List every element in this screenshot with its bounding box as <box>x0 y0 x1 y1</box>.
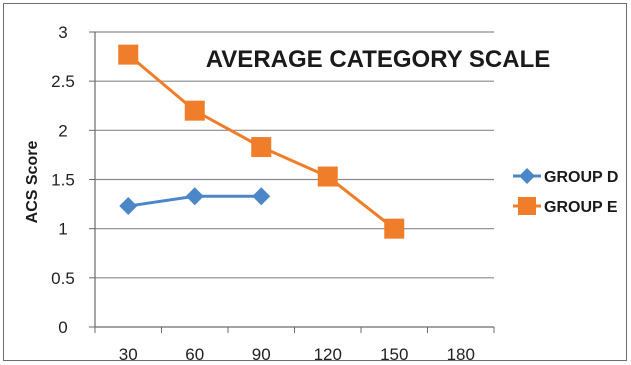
y-tick-label: 1 <box>58 220 67 239</box>
x-tick-label: 120 <box>314 345 342 364</box>
x-tick-labels: 30 60 90 120 150 180 <box>119 345 475 364</box>
y-tick-label: 0 <box>58 318 67 337</box>
series-group-e <box>118 44 405 239</box>
legend: GROUP D GROUP E <box>513 168 618 216</box>
data-point-square <box>118 44 139 65</box>
chart-title: AVERAGE CATEGORY SCALE <box>206 46 550 73</box>
data-point-diamond <box>185 187 204 206</box>
data-point-square <box>251 137 272 158</box>
x-tick-label: 180 <box>447 345 475 364</box>
legend-marker-diamond <box>519 168 535 184</box>
y-axis-label: ACS Score <box>24 141 41 224</box>
data-point-square <box>384 218 405 239</box>
legend-item: GROUP E <box>513 197 618 216</box>
x-tick-label: 90 <box>252 345 271 364</box>
data-point-diamond <box>119 197 138 216</box>
x-tick-label: 30 <box>119 345 138 364</box>
data-series <box>118 44 405 239</box>
y-tick-label: 1.5 <box>51 171 75 190</box>
y-tick-label: 2 <box>58 121 67 140</box>
y-tick-label: 0.5 <box>51 269 75 288</box>
data-point-square <box>317 166 338 187</box>
series-group-d <box>119 187 271 216</box>
legend-item: GROUP D <box>513 168 618 186</box>
y-tick-labels: 0 0.5 1 1.5 2 2.5 3 <box>51 23 75 337</box>
x-tick-label: 150 <box>380 345 408 364</box>
legend-marker-square <box>518 197 536 215</box>
axes <box>89 31 495 333</box>
y-tick-label: 2.5 <box>51 72 75 91</box>
x-tick-label: 60 <box>185 345 204 364</box>
legend-label: GROUP D <box>544 169 618 186</box>
data-point-diamond <box>252 187 271 206</box>
y-tick-label: 3 <box>58 23 67 42</box>
chart-frame <box>3 3 627 361</box>
data-point-square <box>184 100 205 121</box>
legend-label: GROUP E <box>544 199 618 216</box>
